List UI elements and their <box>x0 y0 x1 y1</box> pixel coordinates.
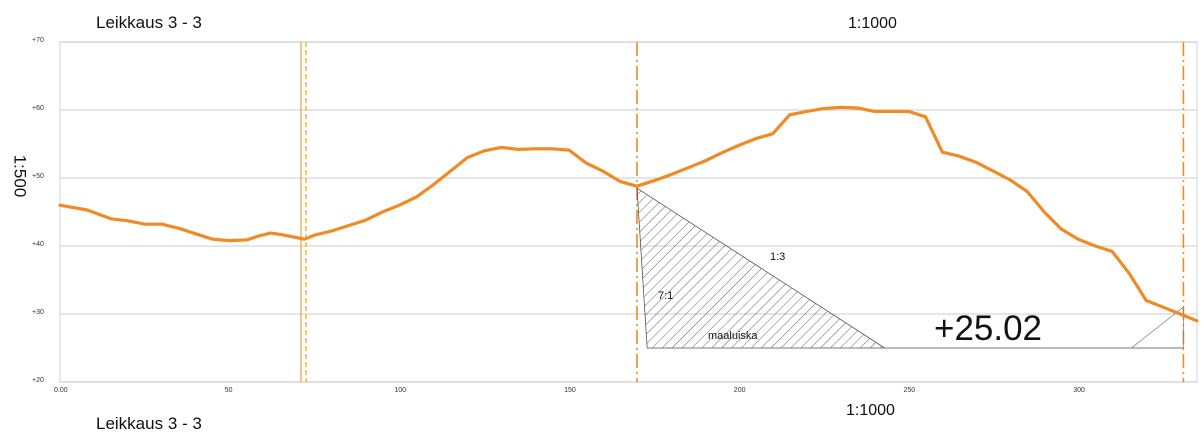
x-tick-label: 250 <box>903 387 916 394</box>
y-tick-label: +50 <box>32 173 44 180</box>
x-tick-label: 50 <box>224 387 233 394</box>
horizontal-scale-bottom: 1:1000 <box>846 402 895 419</box>
horizontal-scale: 1:1000 <box>848 15 897 32</box>
base-wedge <box>1131 306 1184 349</box>
section-title: Leikkaus 3 - 3 <box>96 13 202 32</box>
slope-label-cut: 7:1 <box>658 290 674 302</box>
elevation-label: +25.02 <box>934 309 1043 348</box>
embankment-hatch <box>636 187 887 349</box>
x-tick-label: 200 <box>733 387 746 394</box>
x-tick-label: 150 <box>564 387 576 394</box>
slope-label-fill: 1:3 <box>770 251 786 263</box>
x-tick-label: 300 <box>1073 387 1085 394</box>
x-tick-label: 100 <box>394 387 407 394</box>
vertical-scale: 1:500 <box>10 154 30 198</box>
y-tick-label: +20 <box>32 377 44 384</box>
y-tick-label: +60 <box>32 105 44 112</box>
embankment-label: maaluiska <box>708 330 758 342</box>
section-title-bottom: Leikkaus 3 - 3 <box>96 414 202 433</box>
y-tick-label: +70 <box>32 37 44 44</box>
x-tick-label: 0.00 <box>54 387 68 394</box>
y-tick-label: +30 <box>32 309 44 316</box>
embankment-base <box>647 306 1184 349</box>
terrain-profile-line <box>58 105 1199 323</box>
y-tick-label: +40 <box>32 241 44 248</box>
